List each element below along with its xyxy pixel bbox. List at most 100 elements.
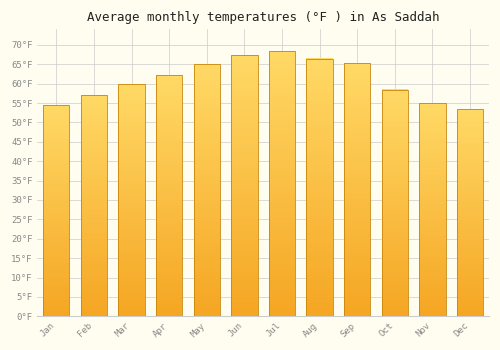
Bar	[269, 97, 295, 100]
Bar	[43, 221, 70, 224]
Bar	[306, 133, 333, 136]
Bar	[43, 113, 70, 116]
Bar	[43, 171, 70, 174]
Bar	[194, 275, 220, 278]
Bar	[80, 167, 107, 170]
Bar	[118, 223, 144, 226]
Bar	[382, 129, 408, 132]
Bar	[382, 279, 408, 282]
Bar	[118, 189, 144, 191]
Bar	[118, 252, 144, 255]
Bar	[344, 177, 370, 180]
Bar	[306, 226, 333, 229]
Bar	[80, 209, 107, 211]
Bar	[382, 251, 408, 254]
Bar	[420, 260, 446, 263]
Bar	[194, 244, 220, 247]
Bar	[43, 163, 70, 166]
Bar	[156, 78, 182, 81]
Bar	[194, 231, 220, 234]
Bar	[231, 313, 258, 316]
Bar	[194, 83, 220, 86]
Bar	[344, 139, 370, 142]
Bar	[269, 257, 295, 260]
Bar	[156, 229, 182, 232]
Bar	[306, 117, 333, 120]
Bar	[420, 143, 446, 146]
Bar	[457, 148, 483, 150]
Bar	[80, 244, 107, 247]
Bar	[344, 234, 370, 237]
Bar	[43, 197, 70, 200]
Bar	[118, 96, 144, 99]
Bar	[457, 314, 483, 316]
Bar	[306, 210, 333, 213]
Bar	[43, 158, 70, 160]
Bar	[118, 104, 144, 107]
Bar	[382, 194, 408, 197]
Bar	[156, 268, 182, 271]
Bar	[156, 310, 182, 313]
Bar	[156, 108, 182, 111]
Bar	[269, 200, 295, 203]
Bar	[156, 114, 182, 117]
Bar	[43, 168, 70, 171]
Bar	[156, 247, 182, 250]
Bar	[231, 140, 258, 143]
Bar	[156, 126, 182, 130]
Bar	[344, 215, 370, 218]
Bar	[231, 97, 258, 100]
Bar	[382, 158, 408, 160]
Bar	[382, 245, 408, 248]
Bar	[420, 212, 446, 215]
Bar	[306, 300, 333, 303]
Bar	[457, 275, 483, 278]
Bar	[269, 137, 295, 140]
Bar	[194, 124, 220, 127]
Bar	[382, 257, 408, 260]
Bar	[156, 265, 182, 268]
Bar	[156, 241, 182, 244]
Bar	[420, 292, 446, 295]
Bar	[420, 132, 446, 135]
Bar	[457, 272, 483, 275]
Bar	[231, 156, 258, 159]
Bar	[156, 235, 182, 238]
Bar	[43, 142, 70, 145]
Bar	[344, 168, 370, 171]
Bar	[231, 211, 258, 215]
Bar	[118, 168, 144, 171]
Bar	[306, 252, 333, 255]
Bar	[118, 177, 144, 180]
Bar	[382, 149, 408, 152]
Bar	[457, 285, 483, 288]
Bar	[457, 163, 483, 166]
Bar	[420, 196, 446, 199]
Bar	[344, 161, 370, 164]
Bar	[43, 218, 70, 221]
Bar	[118, 229, 144, 232]
Bar	[80, 241, 107, 244]
Bar	[306, 219, 333, 223]
Bar	[306, 216, 333, 219]
Bar	[382, 305, 408, 308]
Bar	[269, 306, 295, 310]
Bar	[43, 298, 70, 300]
Bar	[194, 127, 220, 130]
Bar	[80, 289, 107, 292]
Bar	[382, 146, 408, 149]
Bar	[382, 209, 408, 211]
Bar	[344, 202, 370, 205]
Bar	[43, 139, 70, 142]
Bar	[420, 106, 446, 108]
Bar	[306, 303, 333, 307]
Bar	[231, 310, 258, 313]
Bar	[194, 313, 220, 316]
Bar	[118, 226, 144, 229]
Bar	[420, 138, 446, 140]
Bar	[457, 114, 483, 117]
Bar	[457, 303, 483, 306]
Bar	[457, 277, 483, 280]
Bar	[306, 91, 333, 94]
Bar	[457, 218, 483, 220]
